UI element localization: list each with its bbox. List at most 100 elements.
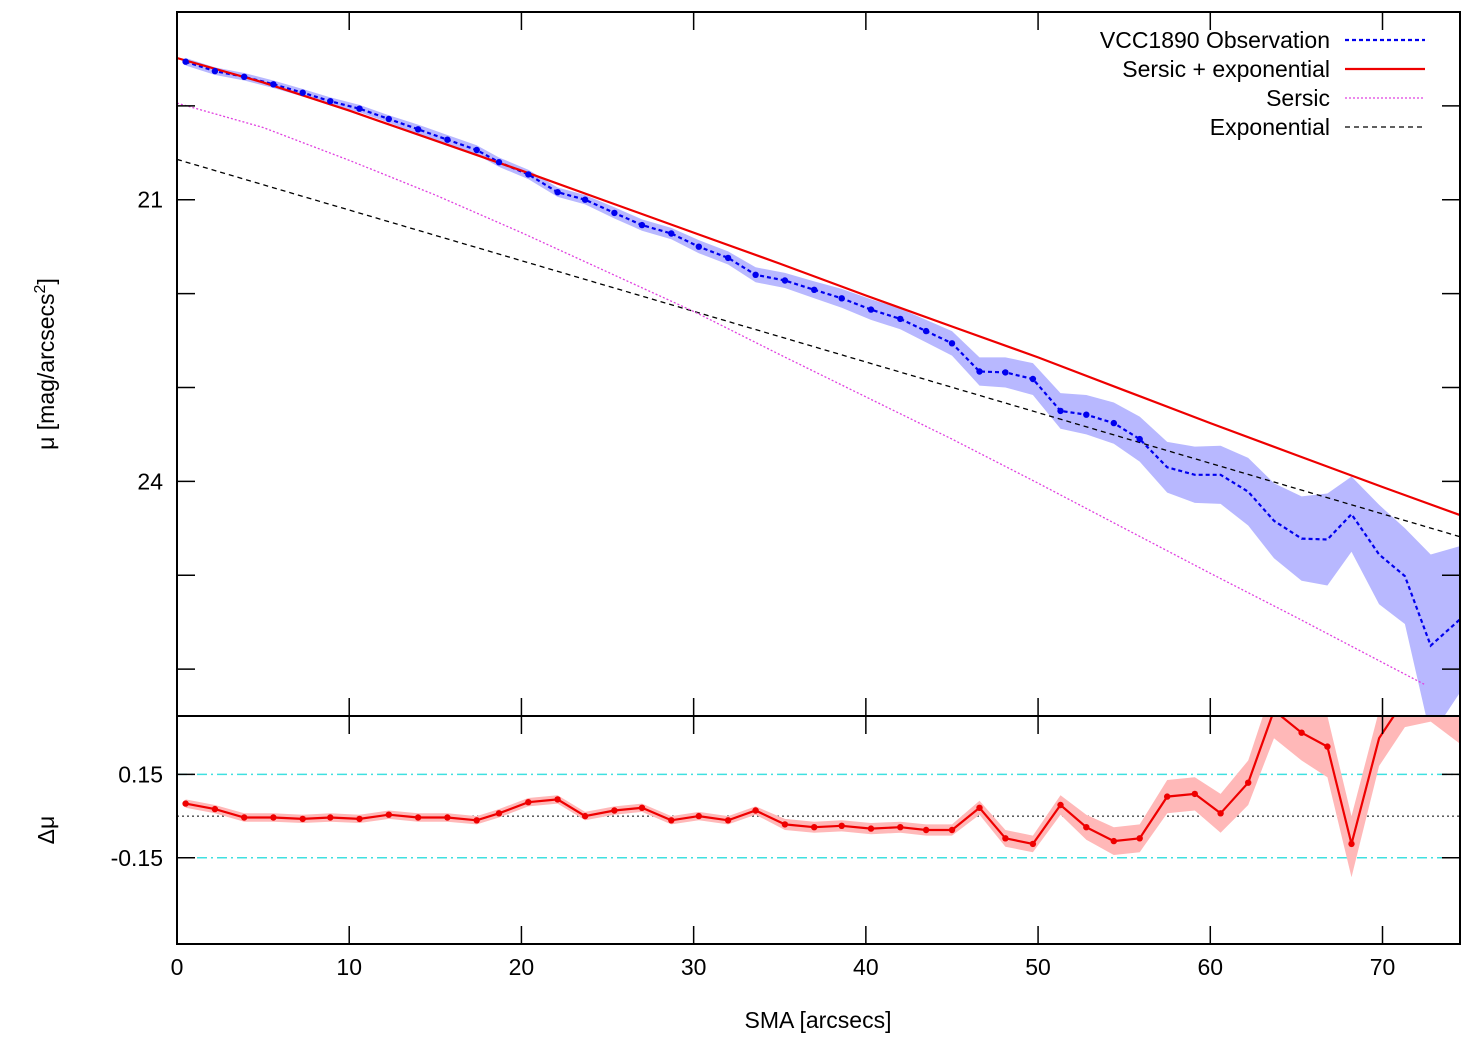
observation-point [1002,369,1009,376]
residual-point [270,814,277,821]
sersic-exponential-line [177,56,1460,517]
residual-point [811,824,818,831]
observation-point [922,327,930,335]
residual-point [444,814,451,821]
residual-point [867,825,875,832]
observation-points [182,58,1143,443]
observation-point [414,126,422,133]
x-tick-label: 60 [1197,954,1223,980]
observation-point [495,159,503,166]
observation-point [752,271,759,278]
residual-point [611,807,618,814]
residual-point [299,815,306,823]
observation-point [554,189,561,196]
residual-point [1217,810,1224,817]
exponential-line [177,158,1460,538]
x-tick-label: 40 [853,954,879,980]
observation-point [444,136,451,143]
residual-point [948,826,956,834]
legend-label: Sersic [1266,85,1330,111]
sersic-line [177,102,1426,686]
legend: VCC1890 Observation Sersic + exponential S… [1100,27,1425,140]
observation-point [781,277,789,284]
x-tick-label: 50 [1025,954,1051,980]
x-tick-label: 0 [171,954,184,980]
residual-point [241,814,248,821]
residual-point [1110,837,1118,845]
observation-point [897,315,904,323]
legend-label: Sersic + exponential [1122,56,1330,82]
residual-point [473,817,480,824]
residual-point [1298,729,1305,736]
residual-point [495,810,503,817]
residual-point [356,815,363,823]
observation-point [1136,435,1143,443]
observation-point [356,105,363,112]
observation-point [948,340,956,347]
observation-point [525,171,532,178]
residual-point [1002,835,1009,842]
residual-point [695,812,702,820]
residual-point [327,814,334,821]
observation-point [611,209,618,217]
residual-point [1029,840,1037,848]
x-tick-label: 70 [1370,954,1396,980]
residual-point [1191,790,1199,798]
profile-panel: 21 24 VCC1890 Observation Sersic + exponen… [137,11,1461,717]
residual-point [1136,835,1143,842]
x-tick-label: 30 [681,954,707,980]
residual-point [1245,779,1252,786]
x-tick-label: 20 [509,954,535,980]
observation-point [724,254,732,262]
residual-point [976,804,983,811]
residual-point [211,805,219,813]
observation-point [270,81,277,88]
observation-point [211,67,219,75]
observation-point [385,115,392,123]
residual-point [182,800,189,807]
y-axis-title-close: ] [33,278,59,284]
residual-point [1164,793,1171,800]
observation-point [811,286,818,293]
observation-point [668,230,675,237]
y-tick-label: 21 [137,187,163,213]
residual-panel: 0.15 -0.15 0 10 20 30 40 50 60 70 [111,715,1461,980]
observation-point [976,368,983,375]
residual-point [668,817,675,824]
y-tick-label: 24 [137,468,163,494]
observation-point [638,221,646,229]
residual-point [525,799,532,806]
observation-point [1110,419,1118,427]
y-axis-title: μ [mag/arcsecs2] [32,278,59,450]
residual-frame [176,715,1461,945]
legend-label: VCC1890 Observation [1100,27,1330,53]
residual-point [1083,824,1090,831]
observation-point [182,58,189,65]
residual-point [1324,743,1331,750]
observation-point [1083,411,1090,418]
residual-point [414,814,422,821]
y-axis-title-main: μ [mag/arcsecs [33,293,59,449]
x-tick-label: 10 [336,954,362,980]
residual-point [385,811,392,818]
residual-axis-title: Δμ [33,816,59,845]
observation-point [1057,407,1064,415]
observation-point [241,73,248,81]
residual-point [897,824,904,831]
observation-point [695,243,702,250]
x-axis-title: SMA [arcsecs] [745,1007,892,1033]
residual-point [781,821,789,828]
residual-y-tick-label: 0.15 [118,761,163,787]
residual-point [1348,840,1355,848]
observation-point [581,196,589,203]
residual-point [1057,801,1064,809]
y-axis-title-sup: 2 [32,284,49,293]
observation-point [327,98,334,105]
observation-point [838,295,845,302]
observation-point [867,306,875,313]
legend-label: Exponential [1210,114,1330,140]
residual-point [752,807,759,814]
residual-point [724,817,732,824]
residual-point [638,804,646,811]
